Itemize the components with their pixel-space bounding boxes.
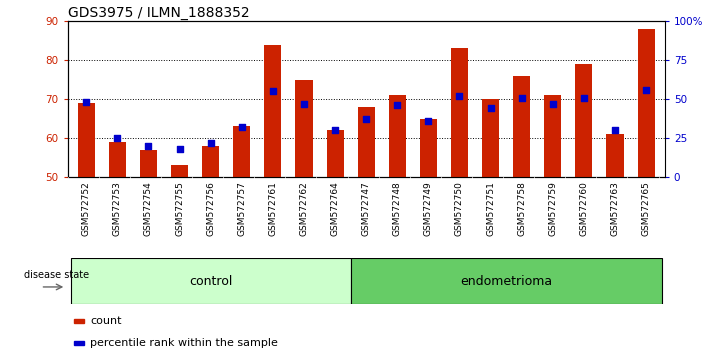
Text: GSM572755: GSM572755 <box>175 181 184 236</box>
Point <box>422 118 434 124</box>
Text: percentile rank within the sample: percentile rank within the sample <box>90 338 278 348</box>
Text: GDS3975 / ILMN_1888352: GDS3975 / ILMN_1888352 <box>68 6 249 20</box>
Text: endometrioma: endometrioma <box>460 275 552 288</box>
Text: GSM572756: GSM572756 <box>206 181 215 236</box>
Bar <box>77 103 95 177</box>
Bar <box>606 134 624 177</box>
Bar <box>482 99 499 177</box>
Point <box>578 95 589 101</box>
Text: GSM572754: GSM572754 <box>144 181 153 236</box>
Bar <box>513 76 530 177</box>
Bar <box>419 119 437 177</box>
Point <box>454 93 465 99</box>
Point <box>360 116 372 122</box>
Bar <box>264 45 282 177</box>
Text: GSM572757: GSM572757 <box>237 181 246 236</box>
Text: GSM572762: GSM572762 <box>299 181 309 236</box>
Bar <box>351 258 662 304</box>
Text: GSM572764: GSM572764 <box>331 181 340 236</box>
Point <box>143 143 154 149</box>
Text: GSM572760: GSM572760 <box>579 181 589 236</box>
Text: GSM572747: GSM572747 <box>362 181 370 236</box>
Point <box>112 135 123 141</box>
Text: GSM572761: GSM572761 <box>268 181 277 236</box>
Text: GSM572748: GSM572748 <box>392 181 402 236</box>
Text: GSM572758: GSM572758 <box>517 181 526 236</box>
Bar <box>233 126 250 177</box>
Bar <box>358 107 375 177</box>
Point <box>80 99 92 105</box>
Point <box>267 88 279 94</box>
Point <box>329 127 341 133</box>
Text: GSM572750: GSM572750 <box>455 181 464 236</box>
Text: GSM572765: GSM572765 <box>641 181 651 236</box>
Bar <box>70 258 351 304</box>
Point <box>299 101 310 107</box>
Bar <box>140 150 157 177</box>
Point <box>641 87 652 93</box>
Point <box>174 146 186 152</box>
Bar <box>451 48 468 177</box>
Text: GSM572763: GSM572763 <box>611 181 619 236</box>
Text: count: count <box>90 316 122 326</box>
Bar <box>109 142 126 177</box>
Text: GSM572752: GSM572752 <box>82 181 91 236</box>
Bar <box>295 80 313 177</box>
Bar <box>73 319 85 322</box>
Bar <box>575 64 592 177</box>
Bar <box>389 95 406 177</box>
Text: GSM572753: GSM572753 <box>113 181 122 236</box>
Point <box>236 124 247 130</box>
Text: GSM572751: GSM572751 <box>486 181 495 236</box>
Text: GSM572759: GSM572759 <box>548 181 557 236</box>
Point <box>516 95 528 101</box>
Text: disease state: disease state <box>23 269 89 280</box>
Point <box>392 103 403 108</box>
Bar <box>544 95 562 177</box>
Bar <box>202 146 219 177</box>
Bar <box>73 341 85 345</box>
Text: control: control <box>189 275 232 288</box>
Bar <box>326 130 343 177</box>
Bar <box>171 165 188 177</box>
Point <box>609 127 621 133</box>
Bar <box>638 29 655 177</box>
Point <box>547 101 559 107</box>
Text: GSM572749: GSM572749 <box>424 181 433 236</box>
Point <box>485 105 496 111</box>
Point <box>205 140 216 145</box>
